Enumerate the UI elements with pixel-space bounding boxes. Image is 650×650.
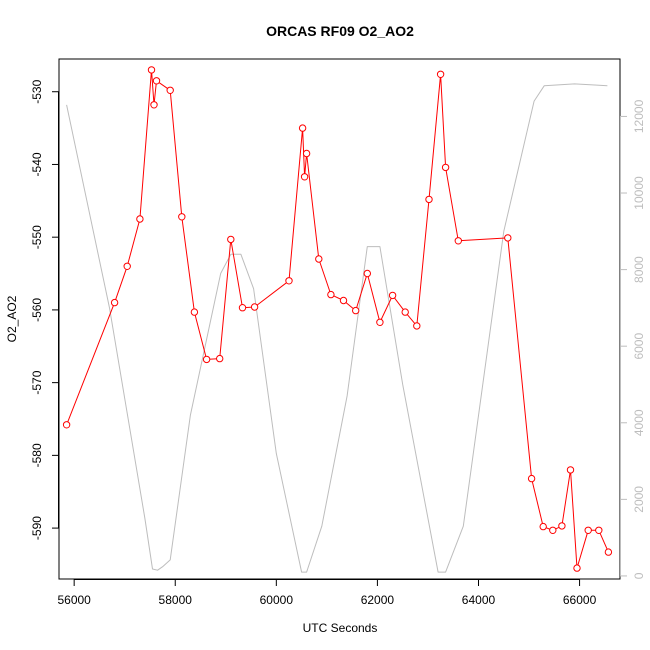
series-0-point-0 <box>62 421 71 429</box>
y2-tick-label-4: 8000 <box>632 256 646 283</box>
series-0-point-11 <box>216 354 224 363</box>
chart-title: ORCAS RF09 O2_AO2 <box>266 23 414 39</box>
series-0-point-32 <box>504 234 512 242</box>
series-0-point-4 <box>147 66 156 74</box>
series-0-point-26 <box>401 308 409 316</box>
y-tick-label-2: -570 <box>30 370 44 394</box>
x-tick-label-4: 64000 <box>462 593 496 607</box>
series-0-point-8 <box>178 213 186 221</box>
series-0-point-17 <box>300 173 309 181</box>
series-0-point-38 <box>573 564 581 572</box>
x-tick-label-3: 62000 <box>361 593 395 607</box>
series-0-point-24 <box>376 318 384 326</box>
series-0-point-30 <box>441 163 450 172</box>
right-series-layer <box>66 83 608 573</box>
series-0-point-1 <box>110 298 119 307</box>
series-0-point-14 <box>250 303 259 311</box>
series-0-point-18 <box>302 149 311 158</box>
series-0-point-21 <box>339 296 348 305</box>
y-axis-label: O2_AO2 <box>5 295 19 342</box>
series-0-point-40 <box>595 526 603 534</box>
series-0-point-28 <box>425 195 433 204</box>
series-0-point-29 <box>436 70 445 79</box>
series-0-point-34 <box>539 522 547 531</box>
y2-tick-label-6: 12000 <box>632 99 646 133</box>
series-0-point-6 <box>152 77 161 85</box>
x-axis: 56000 58000 60000 62000 64000 66000 <box>57 579 597 607</box>
y-tick-label-5: -540 <box>30 152 44 176</box>
y-tick-label-1: -580 <box>30 443 44 467</box>
series-0-point-25 <box>388 291 397 300</box>
series-0-point-33 <box>527 474 536 483</box>
series-0-point-16 <box>298 124 307 132</box>
series-0-point-12 <box>227 235 235 244</box>
left-series-layer <box>62 66 613 572</box>
series-0-point-23 <box>363 269 371 278</box>
y2-tick-label-2: 4000 <box>632 409 646 436</box>
series-0-point-13 <box>238 304 247 312</box>
series-0-point-9 <box>190 308 199 316</box>
series-0-point-41 <box>604 548 613 556</box>
y-tick-label-4: -550 <box>30 225 44 249</box>
y2-tick-label-0: 0 <box>632 572 646 579</box>
series-0-point-20 <box>327 290 335 299</box>
y-tick-label-6: -530 <box>30 79 44 103</box>
series-0-point-35 <box>549 526 557 534</box>
y-tick-label-3: -560 <box>30 298 44 322</box>
x-tick-label-5: 66000 <box>563 593 597 607</box>
series-0-point-37 <box>566 466 575 474</box>
x-tick-label-1: 58000 <box>159 593 193 607</box>
series-0-point-15 <box>285 277 293 285</box>
series-0-point-5 <box>150 101 158 109</box>
y2-tick-label-3: 6000 <box>632 333 646 360</box>
y-axis: -590 -580 -570 -560 -550 -540 -530 <box>30 79 59 540</box>
x-tick-label-0: 56000 <box>57 593 91 607</box>
series-0-point-27 <box>413 322 421 330</box>
series-0-point-7 <box>166 86 174 95</box>
series-1-line <box>66 83 608 573</box>
y2-axis: 0 2000 4000 6000 8000 10000 12000 <box>620 99 646 579</box>
series-0-point-19 <box>315 255 323 263</box>
y-tick-label-0: -590 <box>30 516 44 540</box>
series-0-point-22 <box>352 306 360 315</box>
series-0-point-36 <box>558 522 566 530</box>
y2-tick-label-5: 10000 <box>632 176 646 210</box>
series-0-point-10 <box>202 355 211 364</box>
series-0-point-39 <box>584 526 592 534</box>
series-0-point-2 <box>123 262 131 270</box>
x-tick-label-2: 60000 <box>260 593 294 607</box>
y2-tick-label-1: 2000 <box>632 486 646 513</box>
series-0-point-3 <box>136 215 144 223</box>
x-axis-label: UTC Seconds <box>303 621 378 635</box>
series-0-point-31 <box>454 237 462 245</box>
